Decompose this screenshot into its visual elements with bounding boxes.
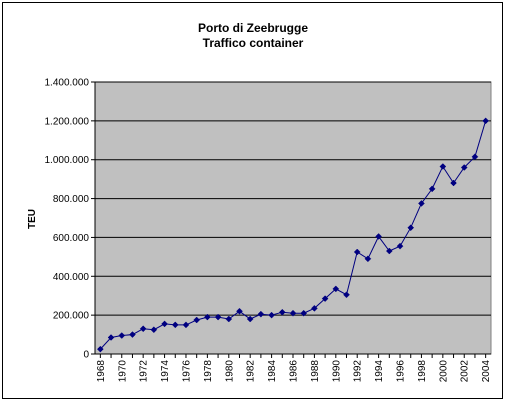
x-tick-label: 1998: [417, 360, 428, 383]
y-axis-tick-labels: 0 200.000 400.000 600.000 800.000 1.000.000 1.…: [45, 78, 95, 361]
data-point: [289, 309, 297, 317]
x-tick-label: 1988: [310, 360, 321, 383]
y-tick-label: 600.000: [53, 233, 90, 244]
x-tick-label: 1986: [289, 360, 300, 383]
x-tick-label: 1984: [267, 360, 278, 383]
data-point: [482, 117, 490, 125]
data-point: [225, 315, 233, 323]
line-chart: Porto di Zeebrugge Traffico container TE…: [27, 21, 492, 382]
data-point: [214, 313, 222, 321]
data-point: [311, 304, 318, 312]
y-tick-label: 0: [83, 350, 89, 361]
x-axis-tick-labels: 1968 1970 1972 1974 1976 1978 1980 1982 1984 1986…: [96, 354, 492, 382]
data-point: [278, 308, 286, 316]
x-tick-label: 2004: [481, 360, 492, 383]
data-point: [257, 310, 265, 318]
y-tick-label: 1.200.000: [45, 116, 90, 127]
series-teu: [96, 117, 490, 353]
data-point: [471, 153, 479, 161]
y-tick-label: 1.400.000: [45, 78, 90, 89]
data-point: [193, 316, 201, 324]
x-tick-label: 1982: [246, 360, 257, 383]
y-axis-title: TEU: [27, 209, 38, 229]
data-point: [150, 326, 158, 334]
x-tick-label: 2000: [438, 360, 449, 383]
y-tick-label: 1.000.000: [45, 155, 90, 166]
data-point: [439, 163, 447, 170]
data-point: [182, 321, 190, 329]
data-point: [161, 320, 168, 328]
data-point: [375, 233, 382, 240]
data-point: [107, 334, 115, 341]
plot-area: [94, 81, 492, 355]
data-point: [396, 242, 404, 250]
x-tick-label: 1996: [396, 360, 407, 383]
x-tick-label: 1974: [160, 360, 171, 383]
data-point: [268, 311, 275, 319]
data-point: [460, 164, 468, 171]
data-point: [364, 255, 372, 263]
x-tick-label: 1968: [96, 360, 107, 383]
y-tick-label: 200.000: [53, 311, 90, 322]
data-point: [129, 331, 136, 338]
data-point: [450, 179, 457, 187]
data-point: [204, 313, 211, 321]
data-point: [343, 291, 350, 299]
data-point: [171, 321, 179, 329]
data-point: [139, 325, 147, 333]
data-point: [300, 309, 308, 317]
data-point: [385, 247, 393, 255]
x-tick-label: 1992: [353, 360, 364, 383]
x-tick-label: 1978: [203, 360, 214, 383]
chart-subtitle: Traffico container: [203, 36, 304, 50]
x-tick-label: 2002: [460, 360, 471, 383]
data-point: [418, 200, 425, 207]
x-tick-label: 1994: [374, 360, 385, 383]
y-tick-label: 800.000: [53, 194, 90, 205]
data-point: [246, 315, 254, 323]
data-point: [236, 307, 243, 315]
data-point: [118, 332, 126, 339]
data-point: [321, 295, 329, 302]
x-tick-label: 1972: [139, 360, 150, 383]
gridlines: [95, 81, 491, 316]
data-point: [96, 345, 104, 353]
data-point: [407, 224, 415, 232]
chart-title: Porto di Zeebrugge: [198, 21, 308, 35]
data-point: [332, 285, 340, 293]
data-point: [428, 185, 436, 193]
x-tick-label: 1970: [117, 360, 128, 383]
y-tick-label: 400.000: [53, 272, 90, 283]
x-tick-label: 1980: [224, 360, 235, 383]
x-tick-label: 1976: [181, 360, 192, 383]
x-tick-label: 1990: [331, 360, 342, 383]
data-point: [353, 248, 361, 256]
